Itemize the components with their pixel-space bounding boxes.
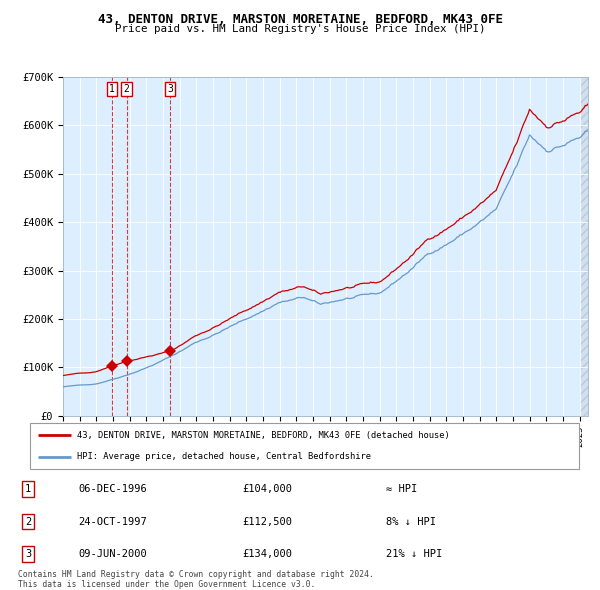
Text: 43, DENTON DRIVE, MARSTON MORETAINE, BEDFORD, MK43 0FE: 43, DENTON DRIVE, MARSTON MORETAINE, BED… <box>97 13 503 26</box>
Text: 06-DEC-1996: 06-DEC-1996 <box>78 484 147 494</box>
Text: 3: 3 <box>25 549 31 559</box>
FancyBboxPatch shape <box>30 423 579 469</box>
Text: Price paid vs. HM Land Registry's House Price Index (HPI): Price paid vs. HM Land Registry's House … <box>115 24 485 34</box>
Text: 2: 2 <box>124 84 130 94</box>
Text: 1: 1 <box>109 84 115 94</box>
Text: Contains HM Land Registry data © Crown copyright and database right 2024.
This d: Contains HM Land Registry data © Crown c… <box>18 570 374 589</box>
Text: £104,000: £104,000 <box>242 484 292 494</box>
Text: 24-OCT-1997: 24-OCT-1997 <box>78 517 147 526</box>
Text: £112,500: £112,500 <box>242 517 292 526</box>
Text: 3: 3 <box>167 84 173 94</box>
Text: HPI: Average price, detached house, Central Bedfordshire: HPI: Average price, detached house, Cent… <box>77 452 371 461</box>
Text: 2: 2 <box>25 517 31 526</box>
Text: 43, DENTON DRIVE, MARSTON MORETAINE, BEDFORD, MK43 0FE (detached house): 43, DENTON DRIVE, MARSTON MORETAINE, BED… <box>77 431 449 440</box>
Text: £134,000: £134,000 <box>242 549 292 559</box>
Text: 1: 1 <box>25 484 31 494</box>
Text: ≈ HPI: ≈ HPI <box>386 484 418 494</box>
Text: 21% ↓ HPI: 21% ↓ HPI <box>386 549 443 559</box>
Text: 8% ↓ HPI: 8% ↓ HPI <box>386 517 436 526</box>
Text: 09-JUN-2000: 09-JUN-2000 <box>78 549 147 559</box>
